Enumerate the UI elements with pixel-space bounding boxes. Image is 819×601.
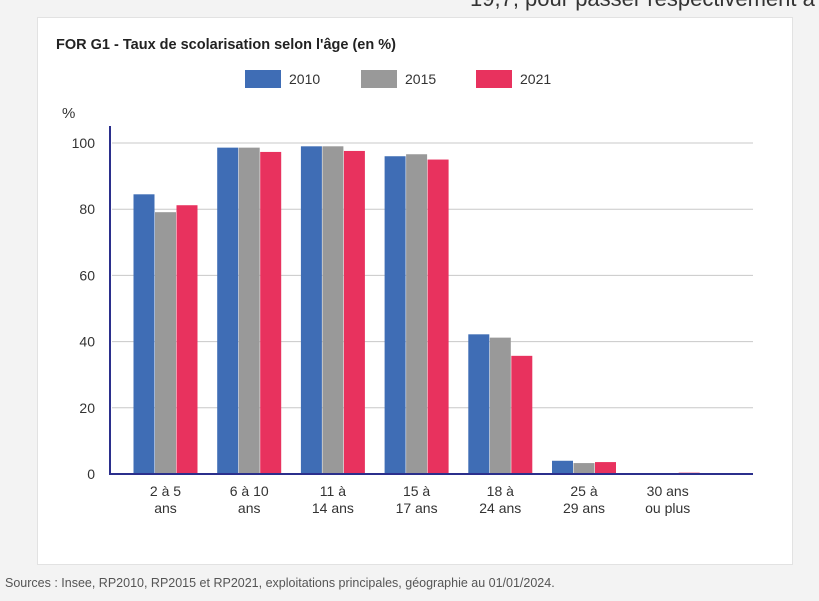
y-axis-unit-label: % (62, 105, 76, 122)
bar-2010 (133, 194, 155, 474)
legend-swatch-2010 (245, 70, 281, 88)
clipped-header-text: 19,7, pour passer respectivement à (97 (470, 0, 819, 12)
y-tick-label: 0 (87, 466, 95, 482)
bar-2021 (343, 150, 365, 474)
x-tick-label: 14 ans (312, 500, 354, 516)
bar-2015 (155, 212, 176, 474)
y-tick-label: 40 (79, 334, 95, 350)
x-tick-label: 17 ans (396, 500, 438, 516)
legend-label-2010: 2010 (289, 71, 321, 87)
y-tick-label: 20 (79, 400, 95, 416)
x-tick-label: 15 à (403, 483, 430, 499)
bar-2021 (260, 151, 282, 474)
x-tick-label: ans (154, 500, 177, 516)
bar-2010 (300, 146, 322, 474)
bar-2021 (511, 355, 533, 474)
bar-2010 (552, 460, 573, 474)
x-tick-label: 25 à (570, 483, 597, 499)
x-tick-label: 24 ans (479, 500, 521, 516)
y-tick-label: 100 (72, 135, 96, 151)
x-tick-label: 11 à (320, 483, 346, 499)
bar-2021 (176, 205, 198, 474)
legend-label-2021: 2021 (520, 71, 552, 87)
axes (109, 126, 753, 475)
bar-2021 (427, 159, 449, 475)
bars (133, 146, 700, 475)
x-tick-label: 2 à 5 (150, 483, 181, 499)
legend-label-2015: 2015 (405, 71, 437, 87)
x-tick-label: ou plus (645, 500, 690, 516)
bar-2021 (595, 462, 616, 474)
chart-title: FOR G1 - Taux de scolarisation selon l'â… (56, 37, 396, 53)
bar-2015 (406, 154, 428, 474)
x-tick-label: ans (238, 500, 261, 516)
bar-2015 (573, 463, 595, 474)
x-tick-label: 18 à (487, 483, 514, 499)
bar-2010 (217, 147, 239, 474)
x-tick-label: 29 ans (563, 500, 605, 516)
legend-swatch-2015 (361, 70, 397, 88)
y-tick-label: 60 (79, 267, 95, 283)
bar-2015 (238, 147, 260, 474)
y-tick-label: 80 (79, 201, 95, 217)
legend-swatch-2021 (476, 70, 512, 88)
y-tick-labels: 0 20 40 60 80 100 (72, 135, 96, 482)
x-tick-label: 30 ans (647, 483, 689, 499)
source-note: Sources : Insee, RP2010, RP2015 et RP202… (5, 576, 555, 590)
bar-2015 (489, 337, 511, 474)
chart-card: FOR G1 - Taux de scolarisation selon l'â… (37, 17, 793, 565)
bar-2015 (322, 146, 344, 474)
bar-2010 (468, 334, 490, 474)
x-tick-label: 6 à 10 (230, 483, 269, 499)
bar-2010 (384, 156, 406, 475)
